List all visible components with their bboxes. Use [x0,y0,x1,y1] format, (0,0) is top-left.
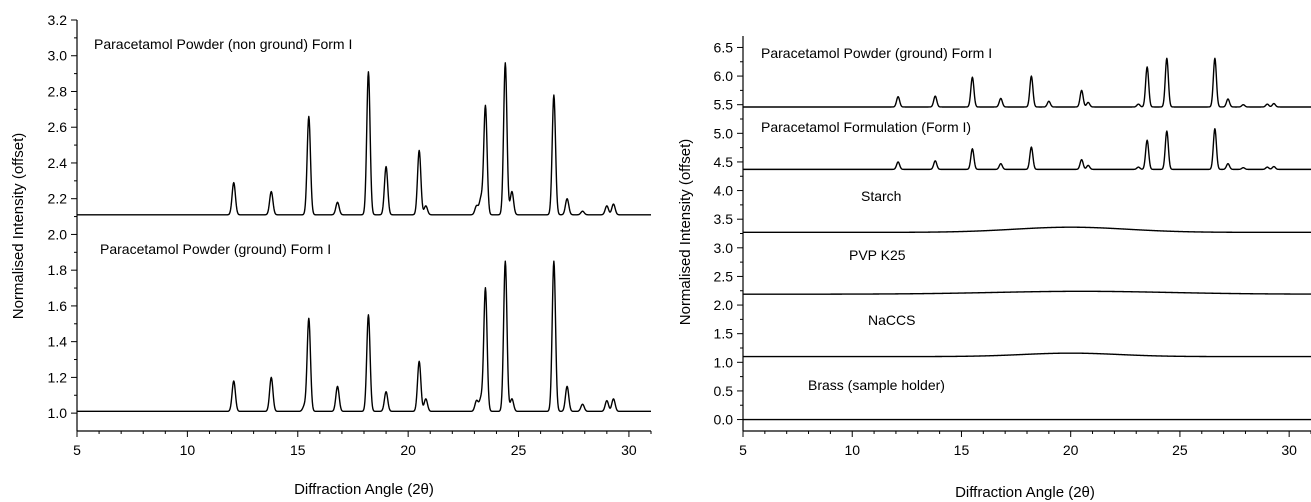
y-tick-label: 2.2 [48,191,68,207]
x-tick-label: 10 [180,442,196,458]
series-line-1 [76,260,652,413]
y-tick-label: 2.8 [48,83,68,99]
y-tick-label: 3.5 [714,211,734,227]
y-tick-label: 1.4 [48,334,68,350]
x-tick-label: 15 [954,442,970,458]
x-tick-label: 20 [1063,442,1079,458]
series-annotation: Paracetamol Powder (ground) Form I [761,45,992,61]
x-tick-label: 30 [1281,442,1297,458]
x-tick-label: 5 [739,442,747,458]
series-line-2 [742,226,1311,234]
x-tick-label: 20 [400,442,416,458]
series-annotation: Brass (sample holder) [808,377,945,393]
x-tick-label: 5 [73,442,81,458]
series-annotation: Starch [861,188,901,204]
series-line-0 [742,57,1311,108]
chart-right: 5 10 15 20 25 30 0.0 0.5 1.0 1.5 2.0 2.5 3.0 3.5 4.0 4.… [677,36,1311,501]
y-tick-label: 1.6 [48,298,68,314]
y-axis-label: Normalised Intensity (offset) [10,133,27,319]
series-annotation: NaCCS [868,312,915,328]
y-tick-label: 1.0 [714,354,734,370]
y-tick-label: 1.8 [48,262,68,278]
y-tick-label: 2.5 [714,268,734,284]
series-line-4 [742,352,1311,358]
y-tick-label: 3.2 [48,12,68,28]
x-tick-label: 25 [511,442,527,458]
y-tick-label: 6.0 [714,68,734,84]
x-tick-label: 30 [621,442,637,458]
series-annotation: Paracetamol Powder (ground) Form I [100,241,331,257]
series-annotation: PVP K25 [849,247,906,263]
x-tick-label: 15 [290,442,306,458]
y-tick-label: 1.5 [714,326,734,342]
y-tick-label: 1.2 [48,369,68,385]
series-annotation: Paracetamol Powder (non ground) Form I [94,36,352,52]
y-tick-label: 4.5 [714,154,734,170]
x-axis-label: Diffraction Angle (2θ) [955,484,1095,501]
y-tick-label: 0.5 [714,383,734,399]
y-tick-label: 5.5 [714,97,734,113]
series-line-0 [76,62,652,216]
y-tick-label: 2.6 [48,119,68,135]
y-tick-label: 5.0 [714,125,734,141]
chart-left: 5 10 15 20 25 30 1.0 1.2 1.4 1.6 1.8 2.0 2.2 2.4 2.6 2.… [10,12,652,498]
y-tick-label: 2.0 [48,226,68,242]
y-axis-label: Normalised Intensity (offset) [677,139,694,325]
series-line-1 [742,128,1311,171]
x-tick-label: 10 [844,442,860,458]
y-tick-label: 2.4 [48,155,68,171]
y-tick-label: 3.0 [714,240,734,256]
series-annotation: Paracetamol Formulation (Form I) [761,119,971,135]
y-tick-label: 1.0 [48,405,68,421]
y-tick-label: 2.0 [714,297,734,313]
y-tick-label: 4.0 [714,183,734,199]
y-tick-label: 3.0 [48,48,68,64]
x-axis-label: Diffraction Angle (2θ) [294,481,434,498]
series-line-3 [742,290,1311,295]
y-tick-label: 0.0 [714,412,734,428]
y-tick-label: 6.5 [714,39,734,55]
x-tick-label: 25 [1172,442,1188,458]
